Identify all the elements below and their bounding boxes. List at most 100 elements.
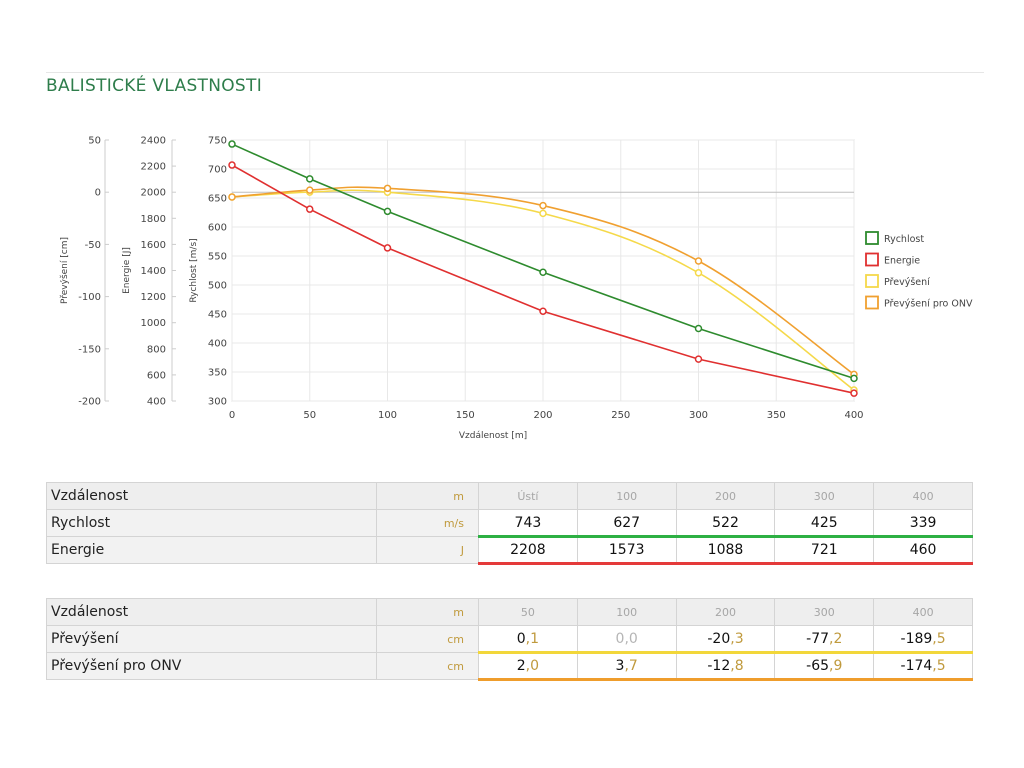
data-point (228, 161, 236, 169)
data-point (306, 186, 314, 194)
unit-label: m (376, 482, 479, 510)
value-cell: -20,3 (675, 625, 776, 654)
y-tick-label: 550 (208, 252, 227, 263)
row-label: Energie (46, 536, 377, 564)
table-row-prevyseni: Převýšení cm 0,1 0,0 -20,3 -77,2 -189,5 (46, 625, 973, 654)
header-cell: 50 (478, 598, 578, 626)
data-point (539, 201, 547, 210)
data-point (383, 244, 392, 252)
value-whole: -20 (707, 630, 731, 647)
legend-label: Převýšení pro ONV (884, 299, 973, 310)
velocity-energy-table: Vzdálenost m Ústí 100 200 300 400 Rychlo… (46, 482, 973, 565)
value-cell: 339 (873, 509, 973, 538)
y-tick-label: 1400 (141, 266, 166, 277)
row-label: Vzdálenost (46, 598, 377, 626)
data-point (694, 355, 703, 363)
header-cell: 300 (774, 482, 875, 510)
value-decimal: ,9 (829, 658, 843, 674)
y-tick-label: 2400 (141, 136, 166, 147)
value-cell: -174,5 (873, 652, 973, 681)
data-point (694, 269, 703, 277)
data-point (383, 207, 392, 216)
unit-label: J (376, 536, 479, 564)
value-cell: -189,5 (873, 625, 973, 654)
header-cell: 200 (675, 598, 776, 626)
value-decimal: ,7 (624, 658, 638, 674)
y-tick-label: 0 (95, 188, 101, 199)
data-point (694, 324, 703, 333)
value-decimal: ,8 (730, 658, 744, 674)
y-tick-label: -150 (78, 344, 101, 355)
data-point (850, 389, 858, 397)
data-point (306, 205, 314, 213)
y-tick-label: 650 (208, 194, 227, 205)
y-tick-label: 2000 (141, 188, 166, 199)
value-decimal: ,0 (525, 658, 540, 674)
y-tick-label: 1000 (141, 318, 166, 329)
value-cell: -65,9 (774, 652, 875, 681)
value-decimal: ,1 (525, 630, 540, 647)
y-tick-label: 400 (208, 339, 227, 350)
y-tick-label: 600 (147, 370, 166, 381)
header-cell: 100 (576, 598, 677, 626)
x-tick-label: 150 (456, 410, 475, 421)
y-axis-title: Rychlost [m/s] (189, 238, 199, 302)
y-tick-label: 300 (208, 397, 227, 408)
value-cell: 0,0 (576, 625, 677, 654)
y-tick-label: 350 (208, 368, 227, 379)
value-cell: 425 (774, 509, 875, 538)
y-tick-label: 1200 (141, 292, 166, 303)
legend-swatch (865, 295, 879, 310)
row-label: Vzdálenost (46, 482, 377, 510)
value-whole: 0 (615, 630, 625, 647)
x-tick-label: 50 (303, 410, 316, 421)
value-whole: 3 (615, 658, 625, 674)
row-label: Převýšení (46, 625, 377, 653)
x-tick-label: 0 (229, 410, 235, 421)
y-axis-title: Energie [J] (122, 247, 132, 294)
data-point (228, 140, 236, 148)
row-label: Převýšení pro ONV (46, 652, 377, 680)
y-tick-label: 400 (147, 397, 166, 408)
legend-label: Rychlost (884, 234, 924, 245)
y-tick-label: 2200 (141, 162, 166, 173)
value-cell: 721 (774, 536, 875, 565)
legend-swatch (865, 274, 879, 288)
value-whole: 0 (516, 630, 526, 647)
y-axis-title: Převýšení [cm] (59, 237, 70, 304)
ballistics-chart: 0 50 100 150 200 250 300 350 4003003504004505005… (59, 136, 973, 442)
legend-swatch (865, 231, 879, 245)
x-tick-label: 400 (844, 410, 863, 421)
y-tick-label: 450 (208, 310, 227, 321)
value-whole: 2 (516, 658, 526, 674)
header-cell: Ústí (478, 482, 578, 510)
section-divider (46, 72, 984, 73)
value-cell: 1573 (576, 536, 677, 565)
table-row-prevyseni-onv: Převýšení pro ONV cm 2,0 3,7 -12,8 -65,9… (46, 652, 973, 681)
value-whole: -65 (806, 658, 830, 674)
header-cell: 400 (873, 598, 973, 626)
x-tick-label: 350 (767, 410, 786, 421)
value-cell: -77,2 (774, 625, 875, 654)
series-line-1 (231, 143, 855, 380)
value-decimal: ,5 (932, 658, 946, 674)
row-label: Rychlost (46, 509, 377, 537)
value-whole: -189 (900, 630, 933, 647)
table-row-energie: Energie J 2208 1573 1088 721 460 (46, 536, 973, 565)
x-tick-label: 200 (533, 410, 552, 421)
unit-label: m (376, 598, 479, 626)
data-point (228, 193, 236, 201)
legend-label: Energie (884, 256, 920, 267)
value-decimal: ,5 (932, 630, 946, 647)
x-tick-label: 300 (689, 410, 708, 421)
section-title: BALISTICKÉ VLASTNOSTI (46, 76, 263, 96)
value-cell: 0,1 (478, 625, 578, 654)
unit-label: cm (376, 625, 479, 653)
y-tick-label: 1600 (141, 240, 166, 251)
value-decimal: ,2 (829, 630, 843, 647)
data-point (383, 184, 392, 193)
data-point (539, 268, 547, 276)
table-header-row: Vzdálenost m Ústí 100 200 300 400 (46, 482, 973, 510)
value-cell: 522 (675, 509, 776, 538)
x-tick-label: 100 (378, 410, 397, 421)
